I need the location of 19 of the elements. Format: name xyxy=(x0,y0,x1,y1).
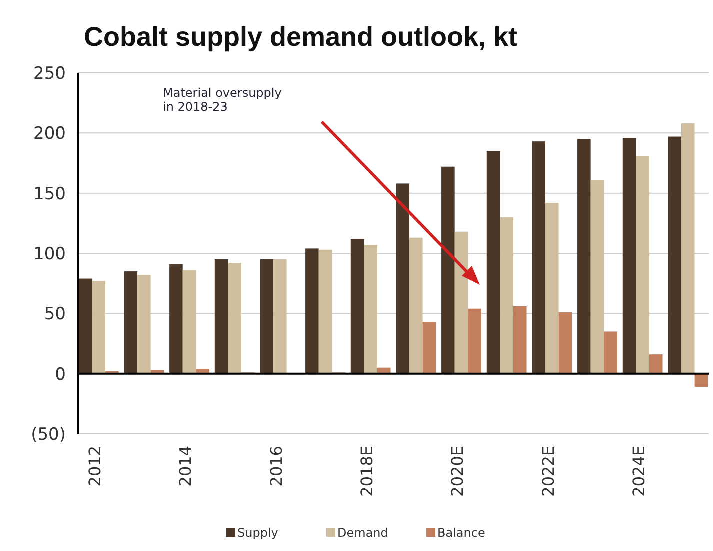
y-tick-label: 150 xyxy=(34,184,66,204)
y-tick-label: 250 xyxy=(34,64,66,84)
y-tick-label: 50 xyxy=(44,304,66,325)
legend-label: Balance xyxy=(438,526,486,540)
legend-label: Demand xyxy=(338,526,388,540)
y-tick-label: 0 xyxy=(55,364,66,385)
y-tick-label: (50) xyxy=(31,424,66,445)
x-tick-label: 2020E xyxy=(448,446,468,497)
annotation: Material oversupply in 2018-23 xyxy=(163,86,282,114)
x-tick-label: 2022E xyxy=(538,446,558,497)
x-tick-label: 2024E xyxy=(629,446,648,497)
legend-label: Supply xyxy=(238,526,278,540)
chart-title: Cobalt supply demand outlook, kt xyxy=(84,22,518,52)
x-tick-label: 2012 xyxy=(85,446,104,487)
x-tick-label: 2016 xyxy=(266,446,286,487)
x-tick-label: 2014 xyxy=(176,446,196,487)
y-tick-label: 200 xyxy=(34,124,66,144)
y-tick-label: 100 xyxy=(34,244,66,264)
x-tick-label: 2018E xyxy=(357,446,376,497)
